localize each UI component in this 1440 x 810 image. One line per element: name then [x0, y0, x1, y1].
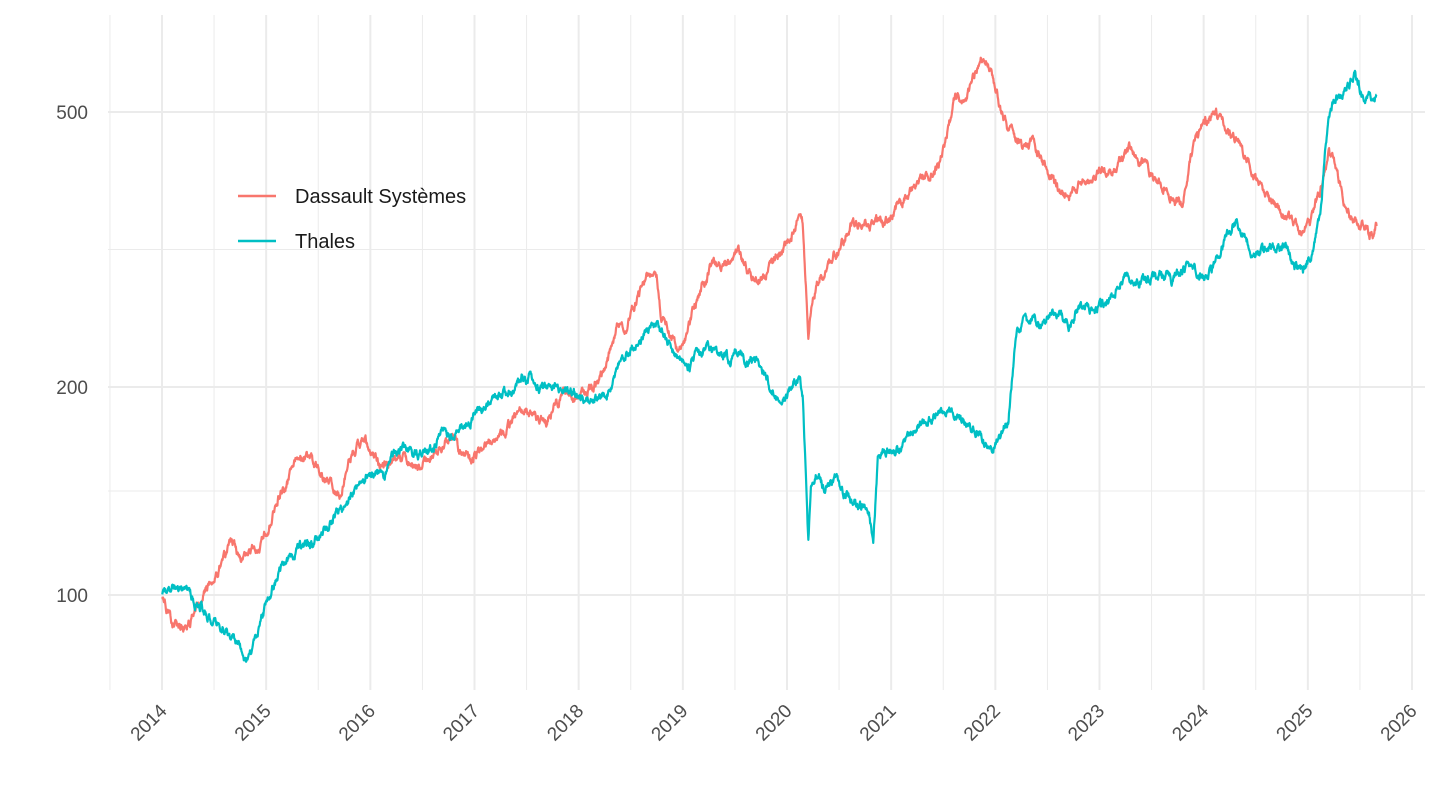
- legend-label-dassault-systemes: Dassault Systèmes: [295, 186, 466, 208]
- x-tick-label-2023: 2023: [1064, 701, 1109, 746]
- x-tick-label-2015: 2015: [231, 701, 276, 746]
- x-tick-label-2022: 2022: [960, 701, 1005, 746]
- legend-label-thales: Thales: [295, 231, 355, 253]
- minor-gridlines: [108, 15, 1425, 690]
- major-gridlines: [108, 15, 1425, 690]
- series-line-dassault-syst-mes: [161, 56, 1378, 633]
- x-axis-tick-labels: 2014 2015 2016 2017 2018 2019 2020 2021 2022 2023…: [127, 700, 1422, 745]
- y-tick-label-100: 100: [56, 586, 88, 607]
- x-tick-label-2016: 2016: [335, 701, 380, 746]
- x-tick-label-2025: 2025: [1273, 701, 1318, 746]
- y-tick-label-200: 200: [56, 378, 88, 399]
- x-tick-label-2017: 2017: [439, 701, 484, 746]
- x-tick-label-2021: 2021: [856, 701, 901, 746]
- series-lines: [161, 56, 1378, 663]
- x-tick-label-2026: 2026: [1377, 701, 1422, 746]
- legend: Dassault Systèmes Thales: [238, 186, 466, 253]
- x-tick-label-2019: 2019: [648, 701, 693, 746]
- series-line-thales: [161, 69, 1378, 663]
- y-tick-label-500: 500: [56, 103, 88, 124]
- x-tick-label-2024: 2024: [1168, 700, 1213, 745]
- x-tick-label-2014: 2014: [127, 700, 172, 745]
- x-tick-label-2020: 2020: [752, 701, 797, 746]
- x-tick-label-2018: 2018: [543, 701, 588, 746]
- y-axis-tick-labels: 100 200 500: [56, 103, 88, 607]
